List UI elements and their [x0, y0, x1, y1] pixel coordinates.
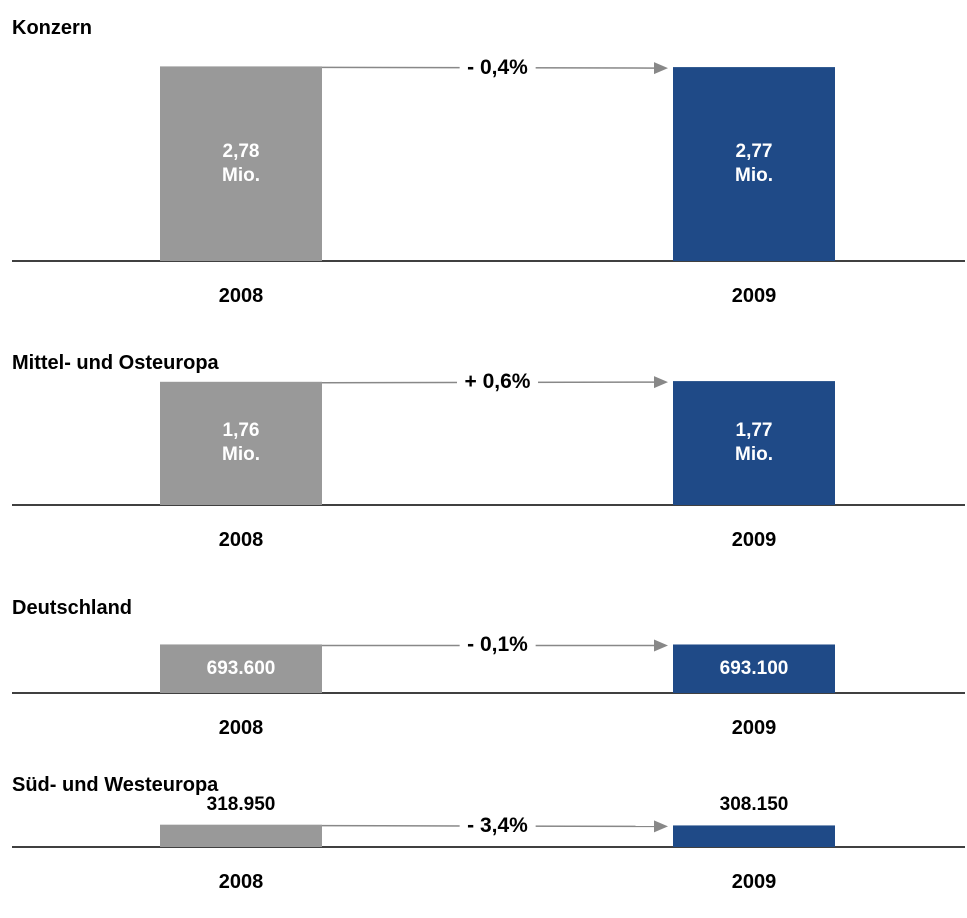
value-label: 2,77 Mio. — [735, 141, 774, 187]
category-label: 2008 — [218, 717, 264, 739]
bar — [160, 824, 322, 847]
value-label: 318.950 — [206, 793, 276, 815]
category-label: 2009 — [731, 717, 777, 739]
bar — [673, 825, 835, 847]
arrow-head — [654, 376, 668, 389]
change-annotation: - 0,1% — [459, 633, 536, 658]
arrow-head — [654, 639, 668, 652]
category-label: 2008 — [218, 529, 264, 551]
change-annotation: + 0,6% — [456, 370, 539, 395]
bar — [160, 66, 322, 262]
value-label: 693.600 — [206, 657, 276, 679]
arrow-head — [654, 62, 668, 75]
panel-title: Deutschland — [12, 597, 133, 619]
value-label: 1,76 Mio. — [222, 420, 261, 466]
bar — [673, 67, 835, 261]
change-annotation: - 0,4% — [459, 55, 536, 80]
category-label: 2008 — [218, 285, 264, 307]
panel-title: Mittel- und Osteuropa — [12, 352, 219, 374]
panel-title: Konzern — [12, 17, 92, 39]
bar — [160, 381, 322, 505]
arrow-head — [654, 820, 668, 833]
value-label: 693.100 — [719, 657, 789, 679]
panel-title: Süd- und Westeuropa — [12, 774, 219, 796]
bar — [673, 381, 835, 505]
bar — [160, 644, 322, 693]
bar — [673, 644, 835, 693]
category-label: 2009 — [731, 285, 777, 307]
category-label: 2009 — [731, 871, 777, 893]
value-label: 308.150 — [719, 794, 789, 816]
category-label: 2009 — [731, 529, 777, 551]
change-annotation: - 3,4% — [459, 814, 536, 839]
value-label: 2,78 Mio. — [222, 140, 261, 186]
value-label: 1,77 Mio. — [735, 420, 774, 466]
category-label: 2008 — [218, 871, 264, 893]
